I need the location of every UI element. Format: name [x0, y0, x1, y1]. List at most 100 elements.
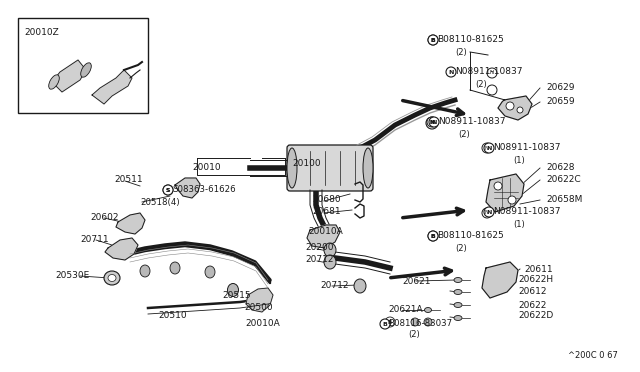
Text: N: N [485, 211, 489, 215]
Text: 20612: 20612 [518, 286, 547, 295]
Text: 20100: 20100 [292, 160, 321, 169]
Text: ^200C 0 67: ^200C 0 67 [568, 351, 618, 360]
Text: 20622D: 20622D [518, 311, 553, 321]
Polygon shape [486, 174, 524, 212]
Text: N08911-10837: N08911-10837 [493, 144, 561, 153]
Text: 20622H: 20622H [518, 276, 553, 285]
Text: (2): (2) [455, 244, 467, 253]
Polygon shape [246, 288, 273, 312]
Ellipse shape [227, 283, 239, 296]
Text: 20010A: 20010A [308, 228, 343, 237]
Text: B: B [383, 321, 387, 327]
Polygon shape [92, 70, 132, 104]
Circle shape [506, 102, 514, 110]
Text: B: B [431, 234, 435, 238]
Text: 20629: 20629 [546, 83, 575, 93]
Text: 20621: 20621 [402, 276, 431, 285]
Circle shape [429, 117, 439, 127]
Text: (2): (2) [455, 48, 467, 57]
Text: 20010A: 20010A [245, 318, 280, 327]
Circle shape [446, 67, 456, 77]
Circle shape [482, 143, 492, 153]
Text: 20628: 20628 [546, 164, 575, 173]
Circle shape [428, 35, 438, 45]
Text: 20010: 20010 [192, 163, 221, 171]
Ellipse shape [454, 278, 462, 282]
Bar [18, 18, 148, 113]
Text: N08911-10837: N08911-10837 [438, 118, 506, 126]
Ellipse shape [324, 243, 336, 257]
Circle shape [163, 185, 173, 195]
Text: B08110-81625: B08110-81625 [437, 35, 504, 45]
Circle shape [484, 143, 494, 153]
Text: B: B [431, 38, 435, 42]
Text: S: S [166, 187, 170, 192]
Ellipse shape [49, 75, 60, 89]
Text: 20510: 20510 [158, 311, 187, 320]
Polygon shape [52, 60, 86, 92]
Ellipse shape [108, 275, 116, 282]
Circle shape [428, 35, 438, 45]
Text: S08363-61626: S08363-61626 [172, 186, 236, 195]
Circle shape [426, 117, 438, 129]
Text: N: N [448, 70, 454, 74]
Text: 20602: 20602 [90, 214, 118, 222]
Text: B: B [431, 38, 435, 42]
Text: N08911-10837: N08911-10837 [493, 208, 561, 217]
Text: 20659: 20659 [546, 97, 575, 106]
Text: 20611: 20611 [524, 264, 552, 273]
Ellipse shape [140, 265, 150, 277]
Text: 20200: 20200 [305, 244, 333, 253]
Circle shape [424, 318, 432, 326]
Text: 20711: 20711 [80, 235, 109, 244]
Text: 20622: 20622 [518, 301, 547, 310]
Circle shape [487, 68, 497, 78]
Text: N: N [429, 121, 435, 125]
Text: 20681: 20681 [312, 208, 340, 217]
Text: 20511: 20511 [114, 176, 143, 185]
Text: B08116-83037: B08116-83037 [388, 320, 452, 328]
Text: N: N [486, 145, 492, 151]
Text: N: N [490, 71, 494, 76]
Circle shape [517, 107, 523, 113]
Ellipse shape [454, 315, 462, 321]
Ellipse shape [170, 262, 180, 274]
Circle shape [494, 182, 502, 190]
Text: S: S [166, 187, 170, 192]
Circle shape [487, 85, 497, 95]
Polygon shape [498, 96, 532, 120]
Text: 20515: 20515 [222, 291, 251, 299]
Ellipse shape [81, 63, 92, 77]
Text: 20658M: 20658M [546, 196, 582, 205]
Ellipse shape [424, 308, 431, 312]
Ellipse shape [454, 289, 462, 295]
Text: (1): (1) [513, 155, 525, 164]
Text: N: N [429, 119, 435, 125]
Text: 20530E: 20530E [55, 270, 89, 279]
Polygon shape [105, 238, 138, 260]
Text: 20518(4): 20518(4) [140, 198, 180, 206]
Text: 20621A: 20621A [388, 305, 422, 314]
Text: 20712: 20712 [320, 282, 349, 291]
Polygon shape [482, 262, 518, 298]
Text: 20500: 20500 [244, 304, 273, 312]
Circle shape [428, 231, 438, 241]
Text: B: B [388, 320, 392, 324]
Circle shape [428, 231, 438, 241]
Ellipse shape [205, 266, 215, 278]
Text: (2): (2) [408, 330, 420, 339]
Circle shape [508, 196, 516, 204]
Ellipse shape [287, 148, 297, 188]
FancyBboxPatch shape [287, 145, 373, 191]
Text: N: N [485, 145, 489, 151]
Ellipse shape [454, 302, 462, 308]
Text: N: N [486, 209, 492, 215]
Text: 20622C: 20622C [546, 176, 580, 185]
Circle shape [484, 207, 494, 217]
Circle shape [163, 185, 173, 195]
Ellipse shape [324, 255, 336, 269]
Text: B: B [431, 234, 435, 238]
Text: (1): (1) [513, 219, 525, 228]
Circle shape [482, 208, 492, 218]
Ellipse shape [104, 271, 120, 285]
